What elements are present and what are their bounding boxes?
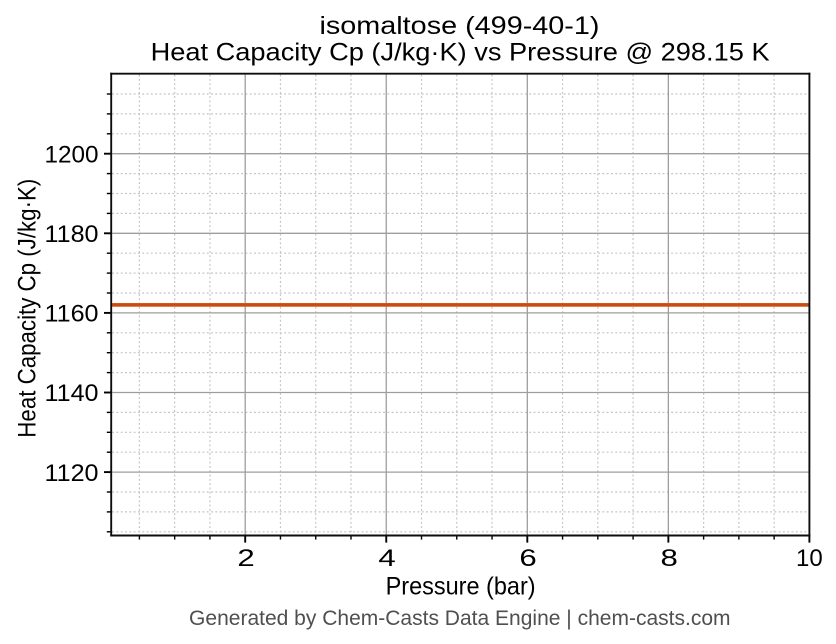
svg-text:1200: 1200 — [45, 141, 99, 168]
svg-text:1120: 1120 — [45, 460, 99, 487]
svg-text:1160: 1160 — [45, 301, 99, 328]
svg-text:Heat Capacity Cp (J/kg·K): Heat Capacity Cp (J/kg·K) — [13, 179, 41, 438]
svg-text:1140: 1140 — [45, 380, 99, 407]
svg-text:8: 8 — [660, 544, 677, 571]
svg-text:Generated by Chem-Casts Data E: Generated by Chem-Casts Data Engine | ch… — [189, 605, 731, 630]
svg-text:10: 10 — [796, 545, 823, 572]
svg-text:4: 4 — [378, 544, 395, 571]
svg-text:2: 2 — [237, 544, 254, 571]
svg-text:Pressure (bar): Pressure (bar) — [386, 573, 536, 601]
svg-text:6: 6 — [519, 544, 536, 571]
svg-text:Heat Capacity Cp (J/kg·K) vs P: Heat Capacity Cp (J/kg·K) vs Pressure @ … — [151, 39, 770, 67]
svg-text:isomaltose (499-40-1): isomaltose (499-40-1) — [320, 12, 600, 40]
svg-text:1180: 1180 — [45, 221, 99, 248]
